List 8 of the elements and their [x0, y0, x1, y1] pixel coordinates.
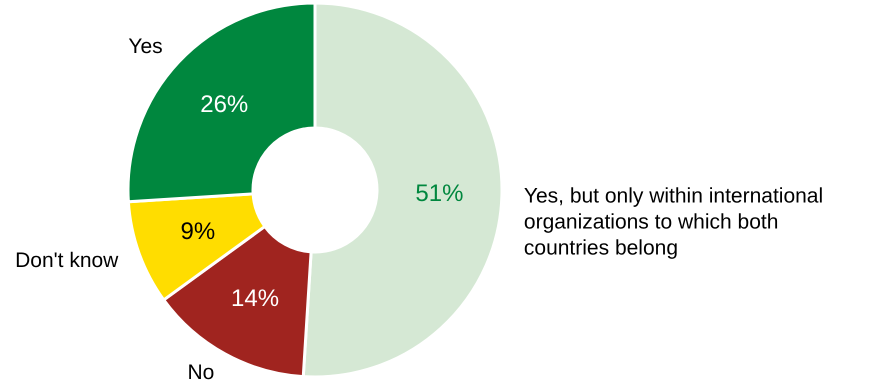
- data-label: 26%: [200, 90, 248, 118]
- slice-label: Don't know: [15, 248, 120, 272]
- slice-label: No: [187, 361, 214, 384]
- data-label: 51%: [415, 180, 464, 207]
- slice-label: Yes, but only within international organizations to which both countries belong: [524, 184, 824, 260]
- data-label: 9%: [180, 218, 216, 246]
- data-label: 14%: [231, 285, 280, 312]
- slice-label: Yes: [128, 34, 163, 58]
